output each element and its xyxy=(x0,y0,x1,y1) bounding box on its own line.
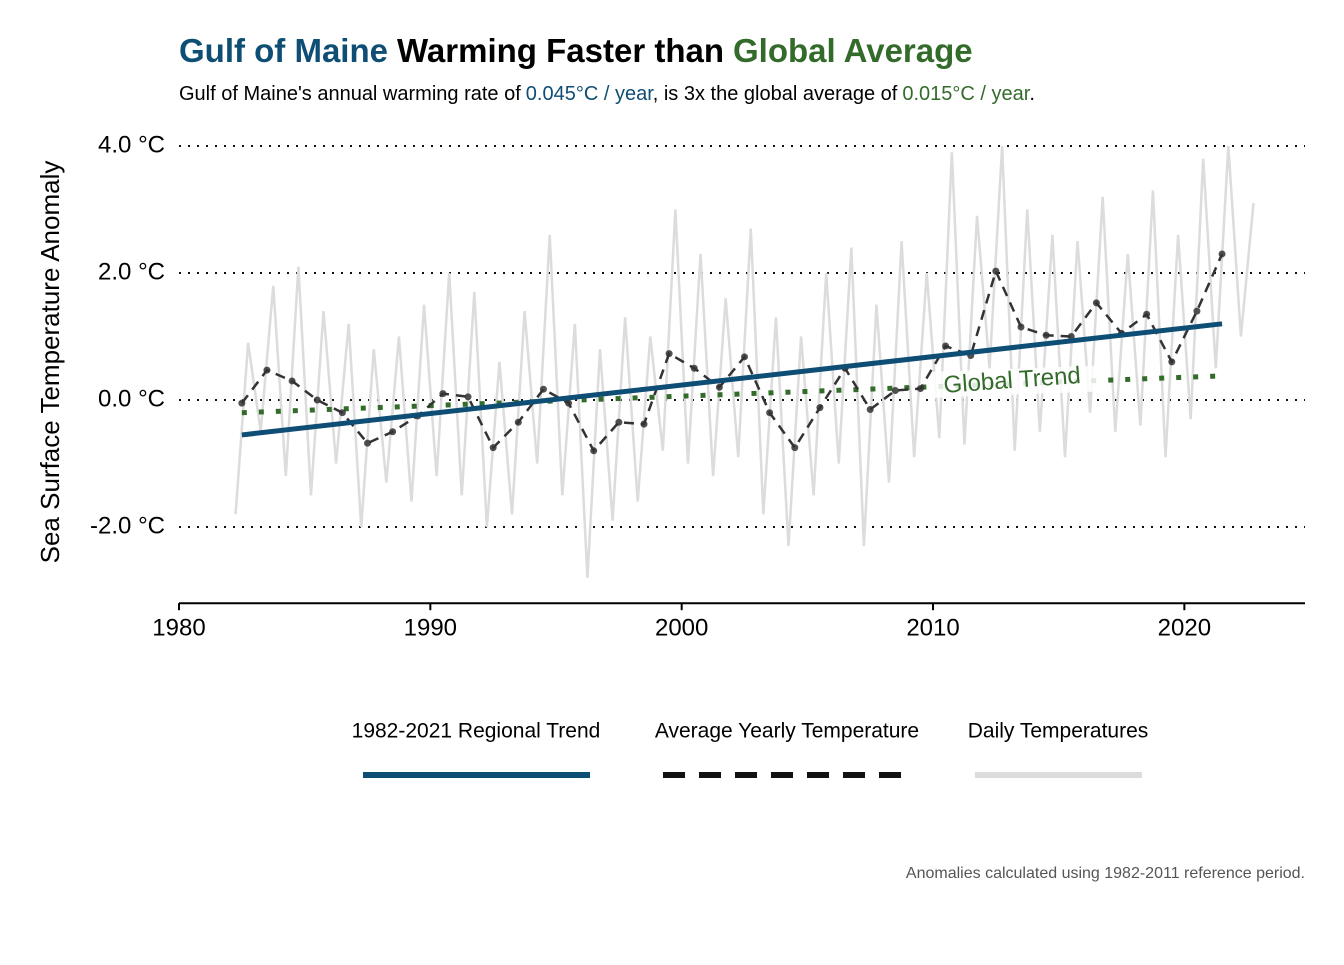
yearly-point xyxy=(590,447,598,455)
yearly-point xyxy=(338,409,346,417)
yearly-point xyxy=(1042,331,1050,339)
yearly-point xyxy=(866,406,874,414)
yearly-point xyxy=(715,383,723,391)
yearly-point xyxy=(992,267,1000,275)
yearly-point xyxy=(1017,323,1025,331)
yearly-point xyxy=(690,364,698,372)
yearly-point xyxy=(464,393,472,401)
yearly-point xyxy=(741,353,749,361)
subtitle-part: 0.045°C / year xyxy=(526,83,654,105)
yearly-point xyxy=(891,386,899,394)
yearly-point xyxy=(238,399,246,407)
subtitle-part: 0.015°C / year xyxy=(902,83,1030,105)
yearly-point xyxy=(640,420,648,428)
yearly-point xyxy=(615,418,623,426)
caption: Anomalies calculated using 1982-2011 ref… xyxy=(906,865,1305,882)
x-tick-label: 1990 xyxy=(404,615,457,642)
subtitle-part: Gulf of Maine's annual warming rate of xyxy=(179,83,521,105)
yearly-point xyxy=(766,409,774,417)
subtitle-part: , is 3x the global average of xyxy=(653,83,898,105)
yearly-point xyxy=(539,385,547,393)
yearly-point xyxy=(389,428,397,436)
chart-subtitle: Gulf of Maine's annual warming rate of 0.… xyxy=(179,83,1035,105)
yearly-point xyxy=(288,377,296,385)
legend-label: 1982-2021 Regional Trend xyxy=(352,720,601,743)
label-bg xyxy=(925,365,1099,398)
yearly-point xyxy=(364,439,372,447)
subtitle-part: . xyxy=(1029,83,1035,105)
yearly-point xyxy=(791,444,799,452)
y-tick-label: -2.0 °C xyxy=(90,512,165,539)
yearly-point xyxy=(1193,307,1201,315)
yearly-point xyxy=(439,390,447,398)
series-line xyxy=(240,253,1224,453)
yearly-point xyxy=(1143,310,1151,318)
yearly-point xyxy=(313,396,321,404)
y-tick-label: 4.0 °C xyxy=(98,131,165,158)
yearly-point xyxy=(665,350,673,358)
series-line xyxy=(241,321,1223,438)
yearly-point xyxy=(916,385,924,393)
yearly-point xyxy=(514,418,522,426)
series-line xyxy=(234,145,1255,578)
x-tick-label: 1980 xyxy=(152,615,205,642)
x-tick-label: 2020 xyxy=(1158,615,1211,642)
legend-label: Daily Temperatures xyxy=(968,720,1149,743)
y-tick-label: 0.0 °C xyxy=(98,385,165,412)
chart-title: Gulf of Maine Warming Faster than Global A… xyxy=(179,32,973,69)
yearly-point xyxy=(1092,299,1100,307)
y-axis-label: Sea Surface Temperature Anomaly xyxy=(35,161,65,564)
yearly-point xyxy=(489,444,497,452)
legend-label: Average Yearly Temperature xyxy=(655,720,919,743)
title-part: Warming Faster than xyxy=(397,32,724,69)
y-tick-label: 2.0 °C xyxy=(98,258,165,285)
yearly-point xyxy=(263,366,271,374)
title-part: Global Average xyxy=(733,32,973,69)
x-tick-label: 2010 xyxy=(906,615,959,642)
yearly-point xyxy=(942,342,950,350)
title-part: Gulf of Maine xyxy=(179,32,388,69)
yearly-point xyxy=(1168,358,1176,366)
yearly-point xyxy=(1218,250,1226,258)
yearly-point xyxy=(816,404,824,412)
yearly-point xyxy=(565,399,573,407)
x-tick-label: 2000 xyxy=(655,615,708,642)
